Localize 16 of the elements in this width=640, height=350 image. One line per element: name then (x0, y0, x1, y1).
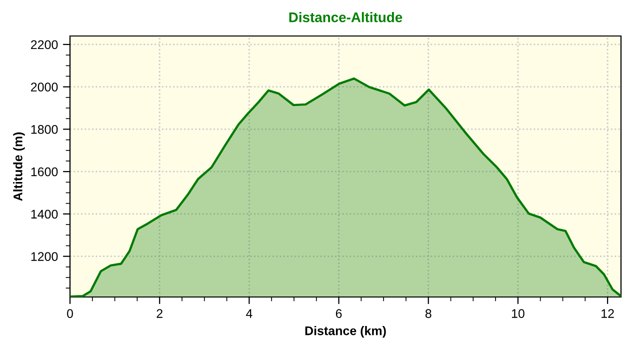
y-tick-label: 2200 (31, 40, 58, 50)
y-axis-title: Altitude (m) (13, 132, 25, 201)
y-tick-label: 2000 (31, 82, 58, 92)
chart-title: Distance-Altitude (289, 12, 402, 22)
x-tick-label: 12 (602, 309, 614, 318)
y-tick-label: 1600 (31, 167, 58, 176)
x-tick-label: 4 (246, 309, 252, 318)
x-tick-label: 6 (336, 309, 342, 318)
y-tick-label: 1200 (31, 252, 58, 261)
y-tick-label: 1400 (31, 210, 58, 219)
x-tick-label: 8 (425, 309, 432, 318)
x-tick-label: 0 (67, 309, 73, 318)
y-tick-label: 1800 (31, 125, 58, 134)
x-tick-label: 2 (156, 309, 162, 318)
x-tick-label: 10 (512, 309, 524, 318)
x-axis-title: Distance (km) (305, 326, 386, 338)
